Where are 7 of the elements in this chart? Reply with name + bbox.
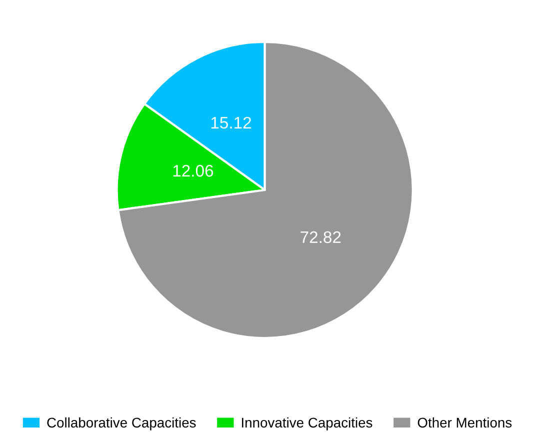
legend-label: Innovative Capacities [242,417,372,430]
data-label: 12.06 [173,164,214,177]
pie-slice [117,40,414,340]
legend-label: Collaborative Capacities [47,417,196,430]
data-label: 15.12 [211,116,251,129]
data-label: 72.82 [300,231,341,244]
legend-label: Other Mentions [418,417,512,428]
